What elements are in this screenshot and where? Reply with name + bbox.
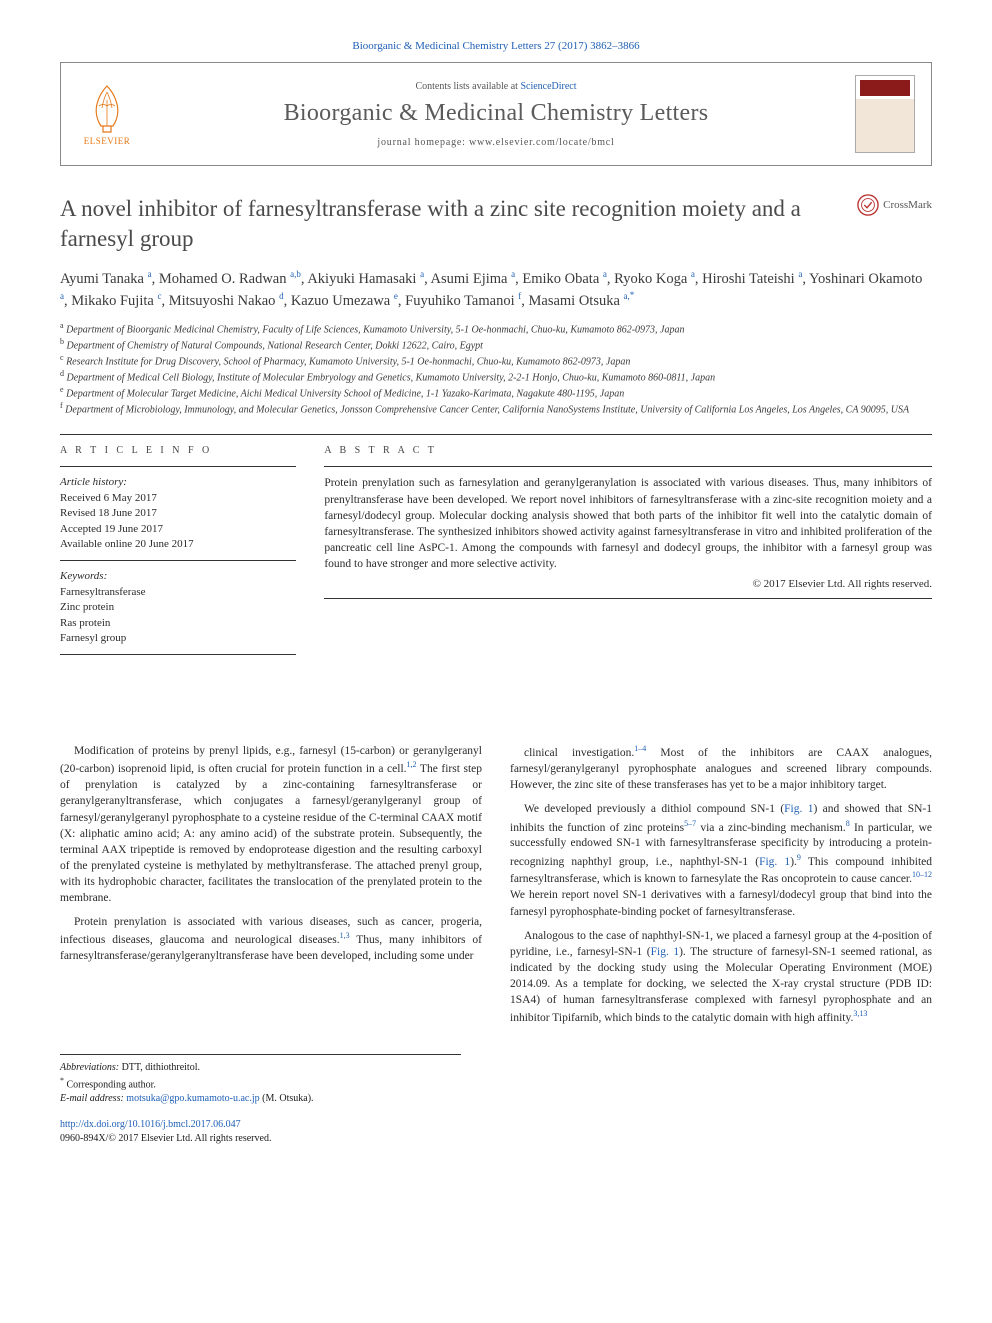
issn-copyright: 0960-894X/© 2017 Elsevier Ltd. All right… xyxy=(60,1132,932,1146)
keyword-item: Farnesyl group xyxy=(60,631,296,646)
article-info-column: A R T I C L E I N F O Article history: R… xyxy=(60,445,296,663)
info-divider xyxy=(60,466,296,467)
crossmark-label: CrossMark xyxy=(883,199,932,211)
abstract-text: Protein prenylation such as farnesylatio… xyxy=(324,475,932,572)
keyword-item: Farnesyltransferase xyxy=(60,585,296,600)
body-left-column: Modification of proteins by prenyl lipid… xyxy=(60,743,482,1034)
info-divider xyxy=(60,654,296,655)
article-history-block: Article history: Received 6 May 2017 Rev… xyxy=(60,475,296,552)
history-label: Article history: xyxy=(60,475,296,490)
homepage-line: journal homepage: www.elsevier.com/locat… xyxy=(153,137,839,148)
homepage-url[interactable]: www.elsevier.com/locate/bmcl xyxy=(469,137,615,148)
journal-header-box: ELSEVIER Contents lists available at Sci… xyxy=(60,62,932,166)
paper-title: A novel inhibitor of farnesyltransferase… xyxy=(60,194,841,254)
email-line: E-mail address: motsuka@gpo.kumamoto-u.a… xyxy=(60,1092,461,1106)
authors-line: Ayumi Tanaka a, Mohamed O. Radwan a,b, A… xyxy=(60,268,932,312)
title-row: A novel inhibitor of farnesyltransferase… xyxy=(60,194,932,254)
footnote-block: Abbreviations: DTT, dithiothreitol. * Co… xyxy=(60,1054,461,1106)
abstract-head: A B S T R A C T xyxy=(324,445,932,456)
body-right-column: clinical investigation.1–4 Most of the i… xyxy=(510,743,932,1034)
info-abstract-row: A R T I C L E I N F O Article history: R… xyxy=(60,445,932,663)
section-divider xyxy=(60,434,932,435)
citation-line: Bioorganic & Medicinal Chemistry Letters… xyxy=(60,40,932,52)
abbrev-text: DTT, dithiothreitol. xyxy=(119,1062,200,1073)
body-paragraph: Protein prenylation is associated with v… xyxy=(60,914,482,964)
crossmark-badge[interactable]: CrossMark xyxy=(857,194,932,216)
keywords-block: Keywords: FarnesyltransferaseZinc protei… xyxy=(60,569,296,646)
elsevier-tree-icon xyxy=(83,82,131,134)
affiliation-line: f Department of Microbiology, Immunology… xyxy=(60,401,932,417)
history-received: Received 6 May 2017 xyxy=(60,491,296,506)
corresponding-author-line: * Corresponding author. xyxy=(60,1075,461,1092)
keywords-label: Keywords: xyxy=(60,569,296,584)
body-paragraph: clinical investigation.1–4 Most of the i… xyxy=(510,743,932,793)
affiliation-line: d Department of Medical Cell Biology, In… xyxy=(60,369,932,385)
abstract-divider xyxy=(324,598,932,599)
history-revised: Revised 18 June 2017 xyxy=(60,506,296,521)
journal-cover-thumbnail xyxy=(855,75,915,153)
elsevier-label: ELSEVIER xyxy=(84,136,131,146)
body-columns: Modification of proteins by prenyl lipid… xyxy=(60,743,932,1034)
email-link[interactable]: motsuka@gpo.kumamoto-u.ac.jp xyxy=(126,1093,259,1104)
affiliation-line: e Department of Molecular Target Medicin… xyxy=(60,385,932,401)
body-paragraph: We developed previously a dithiol compou… xyxy=(510,801,932,919)
homepage-prefix: journal homepage: xyxy=(377,137,469,148)
abstract-divider xyxy=(324,466,932,467)
keyword-item: Ras protein xyxy=(60,616,296,631)
email-label: E-mail address: xyxy=(60,1093,124,1104)
info-divider xyxy=(60,560,296,561)
body-paragraph: Analogous to the case of naphthyl-SN-1, … xyxy=(510,928,932,1026)
history-accepted: Accepted 19 June 2017 xyxy=(60,522,296,537)
crossmark-icon xyxy=(857,194,879,216)
footer-block: http://dx.doi.org/10.1016/j.bmcl.2017.06… xyxy=(60,1118,932,1145)
affiliations-block: a Department of Bioorganic Medicinal Che… xyxy=(60,321,932,416)
email-suffix: (M. Otsuka). xyxy=(260,1093,314,1104)
history-online: Available online 20 June 2017 xyxy=(60,537,296,552)
affiliation-line: c Research Institute for Drug Discovery,… xyxy=(60,353,932,369)
header-middle: Contents lists available at ScienceDirec… xyxy=(153,81,839,148)
corr-label: Corresponding author. xyxy=(67,1079,156,1090)
keyword-item: Zinc protein xyxy=(60,600,296,615)
abstract-column: A B S T R A C T Protein prenylation such… xyxy=(324,445,932,663)
abbrev-label: Abbreviations: xyxy=(60,1062,119,1073)
contents-prefix: Contents lists available at xyxy=(415,81,520,92)
elsevier-logo: ELSEVIER xyxy=(77,79,137,149)
affiliation-line: b Department of Chemistry of Natural Com… xyxy=(60,337,932,353)
sciencedirect-link[interactable]: ScienceDirect xyxy=(520,81,576,92)
body-paragraph: Modification of proteins by prenyl lipid… xyxy=(60,743,482,906)
journal-name: Bioorganic & Medicinal Chemistry Letters xyxy=(153,100,839,127)
affiliation-line: a Department of Bioorganic Medicinal Che… xyxy=(60,321,932,337)
abbreviations-line: Abbreviations: DTT, dithiothreitol. xyxy=(60,1061,461,1075)
article-info-head: A R T I C L E I N F O xyxy=(60,445,296,456)
contents-line: Contents lists available at ScienceDirec… xyxy=(153,81,839,92)
doi-link[interactable]: http://dx.doi.org/10.1016/j.bmcl.2017.06… xyxy=(60,1118,932,1132)
abstract-copyright: © 2017 Elsevier Ltd. All rights reserved… xyxy=(324,578,932,590)
